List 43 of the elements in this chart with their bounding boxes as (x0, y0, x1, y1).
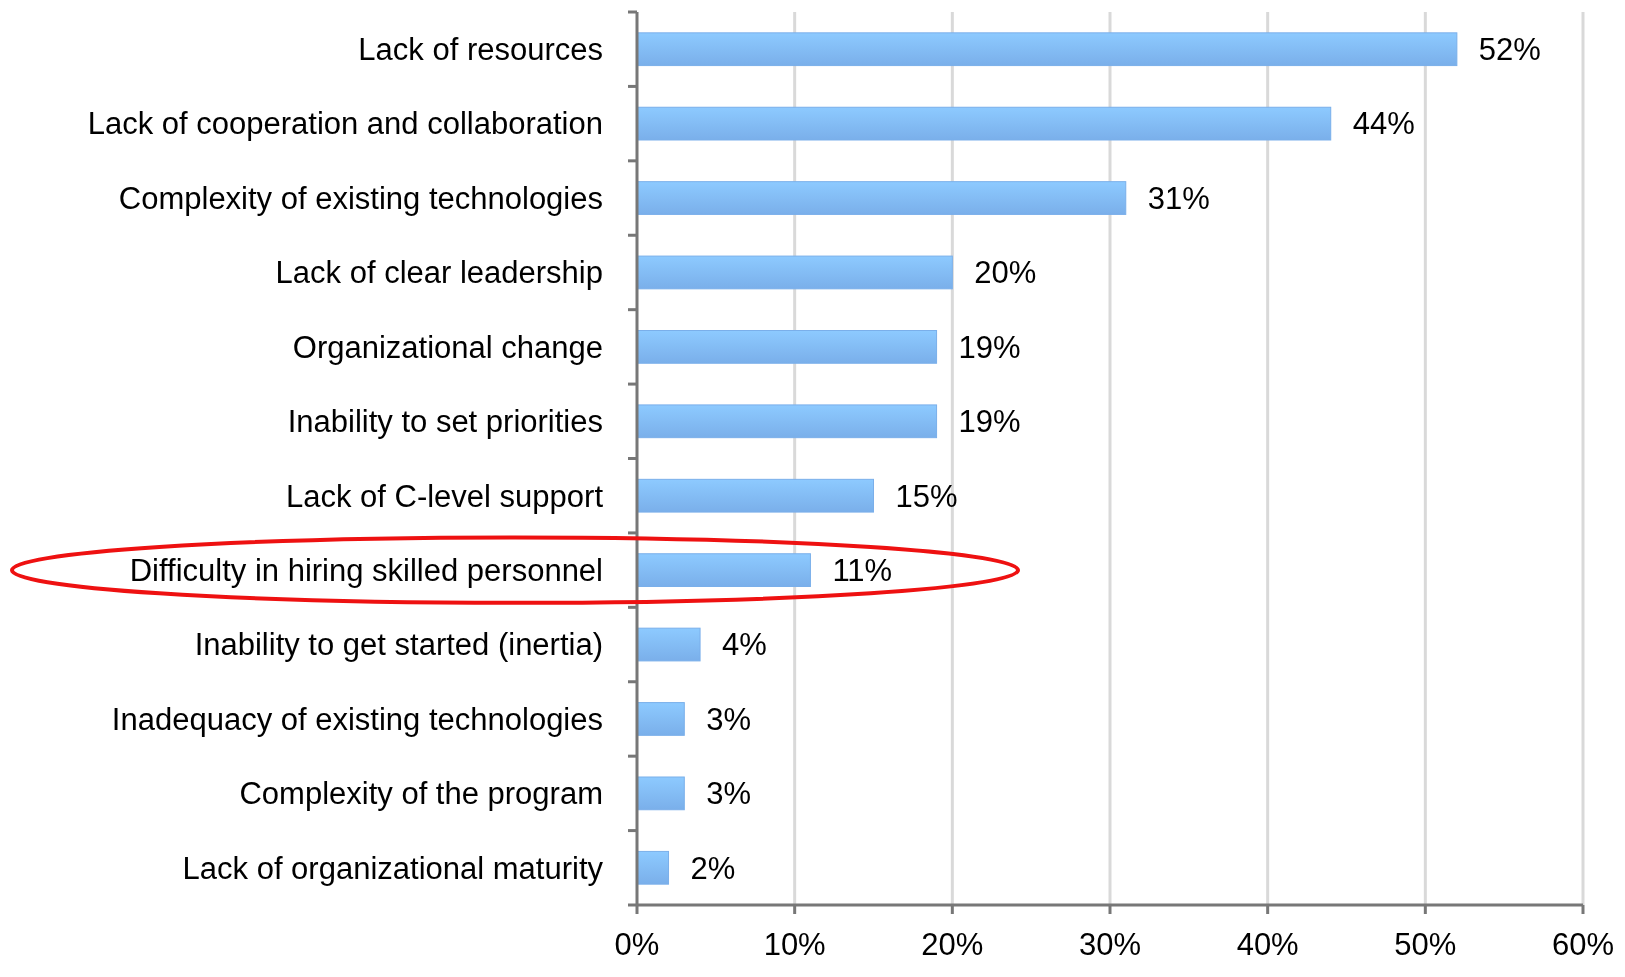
bar (636, 478, 874, 513)
bar (636, 106, 1332, 141)
data-label: 52% (1478, 32, 1541, 68)
data-label: 31% (1147, 180, 1210, 216)
bar (636, 850, 670, 885)
y-tick-label: Inability to set priorities (287, 404, 603, 440)
x-tick-label: 30% (1078, 927, 1142, 962)
bar (636, 627, 701, 662)
x-tick-label: 20% (921, 927, 984, 962)
data-label: 3% (706, 701, 752, 737)
bar (636, 776, 685, 811)
data-label: 2% (690, 850, 736, 886)
y-tick-label: Lack of organizational maturity (182, 850, 604, 886)
y-tick-label: Lack of C-level support (285, 478, 604, 514)
data-label: 44% (1352, 106, 1415, 142)
x-tick-label: 0% (614, 927, 660, 962)
y-tick-label: Inability to get started (inertia) (194, 627, 603, 663)
x-tick-label: 60% (1551, 927, 1615, 962)
data-label: 11% (832, 552, 893, 588)
y-tick-label: Complexity of the program (239, 776, 603, 812)
x-tick-label: 10% (763, 927, 826, 962)
y-tick-label: Inadequacy of existing technologies (111, 701, 603, 737)
bar (636, 553, 811, 587)
y-tick-label: Organizational change (292, 329, 603, 365)
y-tick-label: Complexity of existing technologies (118, 180, 603, 216)
data-label: 3% (706, 776, 752, 812)
data-label: 15% (895, 478, 958, 514)
bar (636, 32, 1458, 67)
data-label: 19% (958, 404, 1021, 440)
x-tick-label: 50% (1394, 927, 1457, 962)
bar (636, 330, 938, 364)
bar (636, 181, 1127, 215)
y-tick-label: Lack of clear leadership (275, 255, 603, 291)
y-tick-label: Difficulty in hiring skilled personnel (129, 552, 603, 588)
data-label: 19% (958, 329, 1021, 365)
bar (636, 404, 938, 439)
bar (636, 702, 685, 736)
y-tick-label: Lack of resources (358, 32, 603, 68)
bar (636, 255, 953, 290)
data-label: 20% (974, 255, 1037, 291)
x-tick-label: 40% (1236, 927, 1299, 962)
data-label: 4% (722, 627, 767, 663)
y-tick-label: Lack of cooperation and collaboration (87, 106, 603, 142)
